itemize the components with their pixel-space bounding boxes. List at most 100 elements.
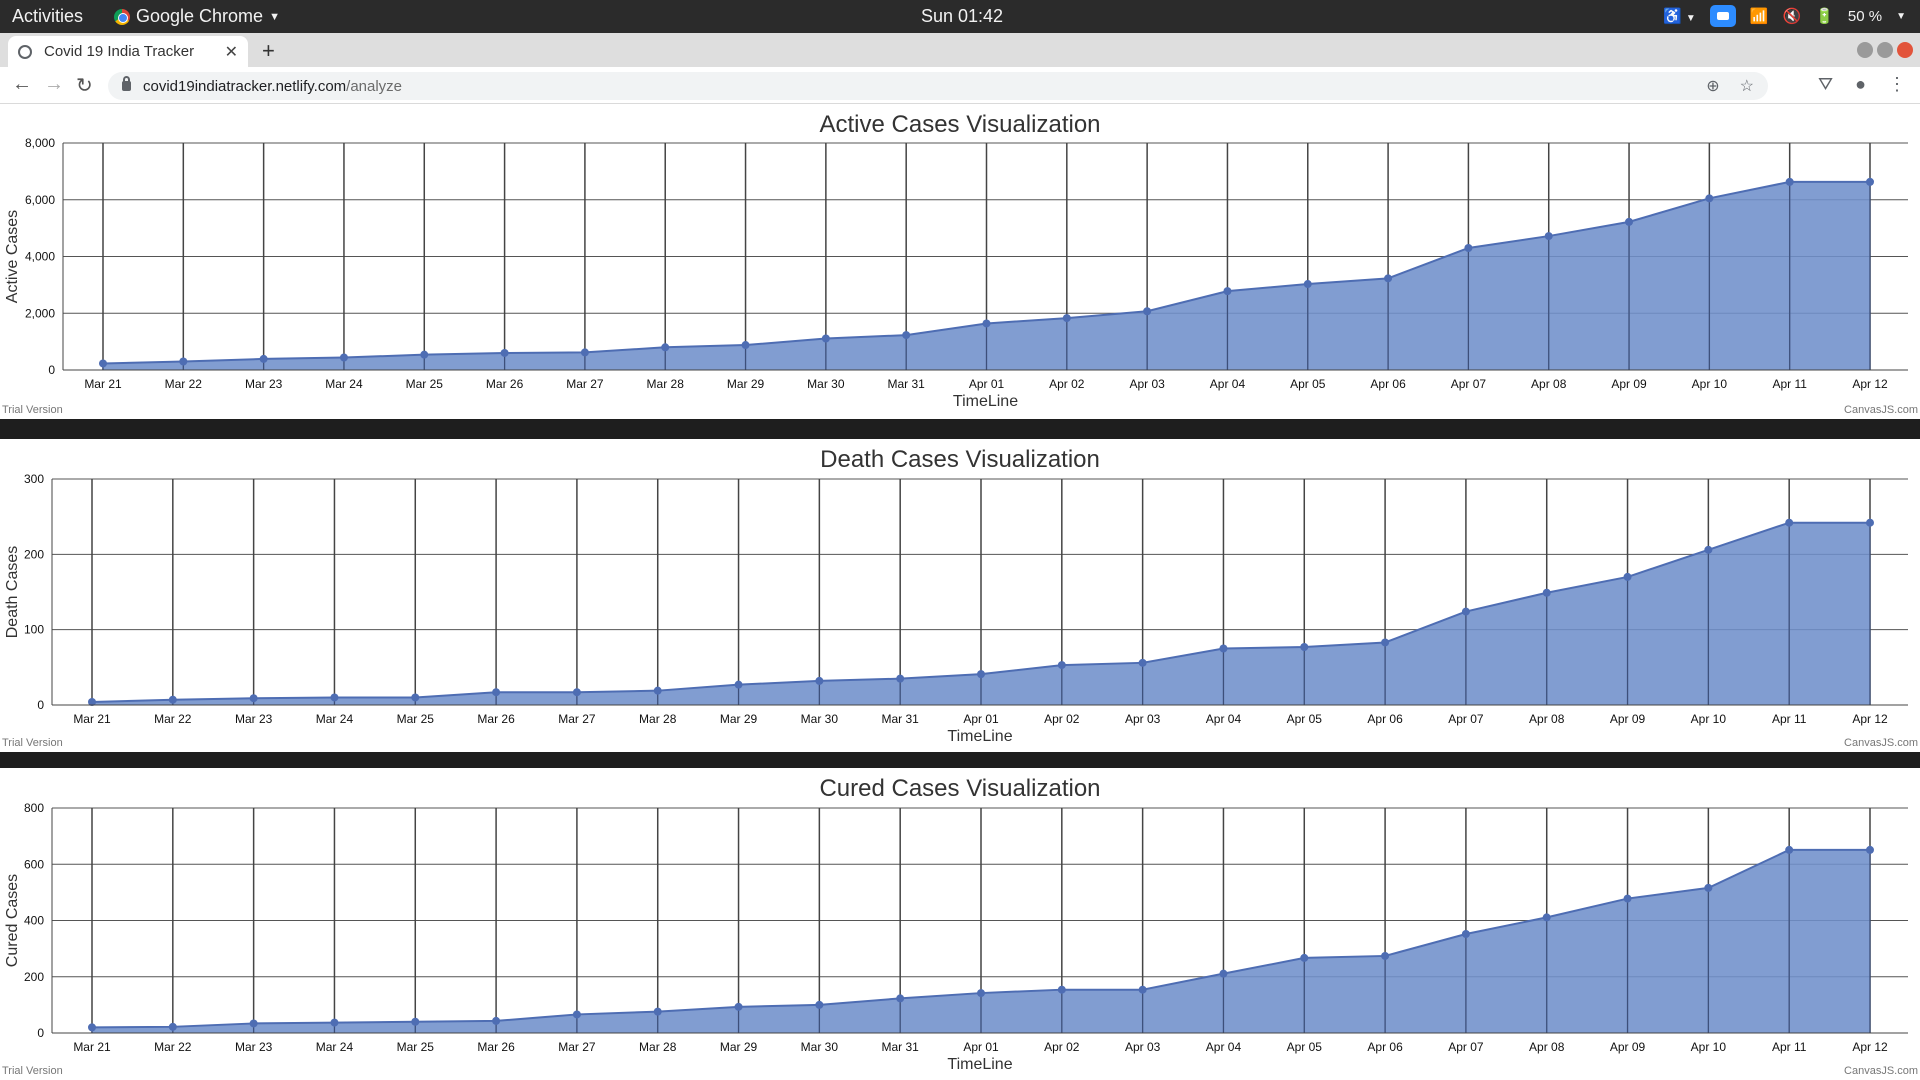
data-point[interactable] <box>1384 274 1393 283</box>
battery-icon[interactable]: 🔋 <box>1815 8 1834 25</box>
data-point[interactable] <box>653 1007 662 1016</box>
data-point[interactable] <box>500 348 509 357</box>
data-point[interactable] <box>1138 658 1147 667</box>
data-point[interactable] <box>580 348 589 357</box>
data-point[interactable] <box>1062 314 1071 323</box>
minimize-button[interactable] <box>1857 42 1873 58</box>
data-point[interactable] <box>492 1016 501 1025</box>
data-point[interactable] <box>1461 607 1470 616</box>
canvasjs-credit-link[interactable]: CanvasJS.com <box>1844 1065 1918 1077</box>
data-point[interactable] <box>1705 194 1714 203</box>
data-point[interactable] <box>734 680 743 689</box>
data-point[interactable] <box>411 1017 420 1026</box>
wifi-icon[interactable]: 📶 <box>1749 8 1769 25</box>
data-point[interactable] <box>1223 287 1232 296</box>
data-point[interactable] <box>492 688 501 697</box>
system-tray[interactable]: ♿ ▼ 📶 🔇 🔋 50 % ▼ <box>1663 5 1906 27</box>
data-point[interactable] <box>1542 913 1551 922</box>
data-point[interactable] <box>1464 243 1473 252</box>
clock[interactable]: Sun 01:42 <box>921 6 1004 26</box>
data-point[interactable] <box>1300 953 1309 962</box>
data-point[interactable] <box>896 674 905 683</box>
data-point[interactable] <box>168 1022 177 1031</box>
data-point[interactable] <box>815 676 824 685</box>
maximize-button[interactable] <box>1877 42 1893 58</box>
area-fill <box>92 522 1870 705</box>
data-point[interactable] <box>1057 661 1066 670</box>
data-point[interactable] <box>815 1000 824 1009</box>
data-point[interactable] <box>896 994 905 1003</box>
close-icon[interactable]: ✕ <box>224 43 238 61</box>
data-point[interactable] <box>1625 217 1634 226</box>
data-point[interactable] <box>982 319 991 328</box>
data-point[interactable] <box>977 670 985 679</box>
address-bar[interactable]: covid19indiatracker.netlify.com/analyze … <box>108 72 1768 100</box>
data-point[interactable] <box>572 1010 581 1019</box>
data-point[interactable] <box>1866 845 1874 854</box>
data-point[interactable] <box>1785 845 1794 854</box>
data-point[interactable] <box>168 695 177 704</box>
canvasjs-credit-link[interactable]: CanvasJS.com <box>1844 404 1918 416</box>
forward-arrow-icon[interactable]: → <box>44 73 64 95</box>
data-point[interactable] <box>1138 985 1147 994</box>
data-point[interactable] <box>88 697 96 706</box>
data-point[interactable] <box>1785 518 1794 527</box>
data-point[interactable] <box>1623 572 1632 581</box>
data-point[interactable] <box>1544 232 1553 241</box>
reload-icon[interactable]: ↻ <box>76 75 93 97</box>
new-tab-button[interactable]: + <box>262 38 275 63</box>
data-point[interactable] <box>741 341 750 350</box>
data-point[interactable] <box>99 359 107 368</box>
data-point[interactable] <box>902 331 911 340</box>
activities-button[interactable]: Activities <box>12 6 84 26</box>
data-point[interactable] <box>1057 985 1066 994</box>
data-point[interactable] <box>1461 930 1470 938</box>
star-icon[interactable]: ☆ <box>1739 78 1754 95</box>
data-point[interactable] <box>420 350 429 359</box>
account-icon[interactable]: ● <box>1855 74 1866 94</box>
tab-covid-tracker[interactable]: Covid 19 India Tracker ✕ <box>8 36 248 67</box>
lock-icon[interactable] <box>122 76 131 91</box>
data-point[interactable] <box>1623 894 1632 903</box>
menu-icon[interactable]: ⋮ <box>1888 74 1906 94</box>
volume-muted-icon[interactable]: 🔇 <box>1782 8 1802 25</box>
data-point[interactable] <box>1219 644 1228 653</box>
data-point[interactable] <box>330 1018 339 1027</box>
data-point[interactable] <box>330 693 339 702</box>
data-point[interactable] <box>572 688 581 697</box>
data-point[interactable] <box>1303 280 1312 289</box>
data-point[interactable] <box>1219 969 1228 978</box>
close-window-button[interactable] <box>1897 42 1913 58</box>
data-point[interactable] <box>1143 307 1152 316</box>
data-point[interactable] <box>1866 518 1874 527</box>
data-point[interactable] <box>259 354 268 363</box>
data-point[interactable] <box>1785 177 1794 186</box>
accessibility-icon[interactable]: ♿ ▼ <box>1663 8 1696 25</box>
data-point[interactable] <box>1381 951 1390 960</box>
data-point[interactable] <box>179 357 188 366</box>
data-point[interactable] <box>653 686 662 695</box>
data-point[interactable] <box>977 989 985 998</box>
zoom-icon[interactable] <box>1709 5 1736 27</box>
data-point[interactable] <box>661 343 670 352</box>
data-point[interactable] <box>411 693 420 702</box>
data-point[interactable] <box>1704 545 1713 554</box>
data-point[interactable] <box>1866 177 1874 186</box>
app-menu[interactable]: Google Chrome ▼ <box>114 6 280 27</box>
chevron-down-icon[interactable]: ▼ <box>1896 10 1906 22</box>
data-point[interactable] <box>1300 642 1309 651</box>
canvasjs-credit-link[interactable]: CanvasJS.com <box>1844 737 1918 749</box>
data-point[interactable] <box>88 1023 96 1032</box>
y-tick-label: 6,000 <box>25 193 55 207</box>
install-icon[interactable]: ⊕ <box>1706 78 1720 95</box>
data-point[interactable] <box>1704 883 1713 892</box>
data-point[interactable] <box>734 1002 743 1011</box>
back-arrow-icon[interactable]: ← <box>12 73 32 95</box>
data-point[interactable] <box>339 353 348 362</box>
data-point[interactable] <box>249 694 258 703</box>
data-point[interactable] <box>821 334 830 343</box>
extension-icon[interactable]: ⛛ <box>1818 74 1834 94</box>
data-point[interactable] <box>1542 588 1551 597</box>
data-point[interactable] <box>1381 638 1390 647</box>
data-point[interactable] <box>249 1019 258 1028</box>
